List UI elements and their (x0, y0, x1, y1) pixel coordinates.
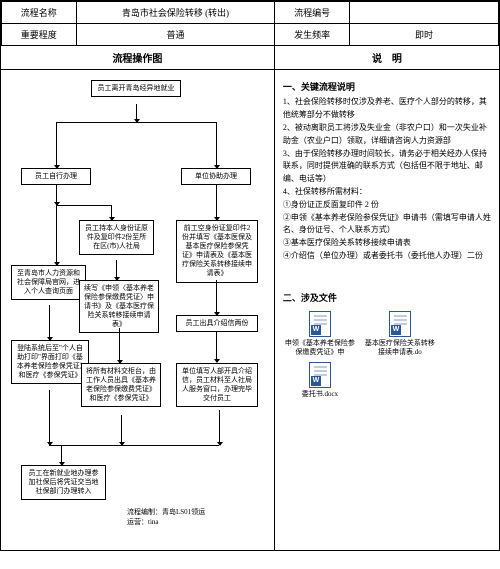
hdr-cell: 即时 (349, 24, 498, 46)
desc-h1: 一、关键流程说明 (283, 80, 491, 94)
arrow (219, 410, 220, 445)
page: 流程名称 青岛市社会保险转移 (转出) 流程编号 重要程度 普通 发生频率 即时… (0, 0, 500, 551)
desc-p: ④介绍信（单位办理）或者委托书（委托他人办理）二份 (283, 250, 491, 263)
word-icon (389, 311, 411, 337)
node-l5: 将所有材料交柜台，由工作人员出具《基本养老保险参保缴费凭证》和医疗《参保凭证》 (81, 363, 161, 407)
hdr-cell: 流程名称 (2, 2, 77, 24)
node-r3: 单位填写人部开具介绍信，员工材料至人社局人服务窗口，办理完毕交付员工 (176, 363, 258, 407)
hdr-cell: 重要程度 (2, 24, 77, 46)
flowchart: 员工离开青岛经异地就业 员工自行办理 单位协助办理 员工持本人身份证原件及复印件… (1, 70, 274, 550)
node-branch-l: 员工自行办理 (21, 168, 91, 185)
desc-p: 4、社保转移所需材料： (283, 186, 491, 199)
arrow (49, 390, 50, 445)
arrow (216, 122, 217, 168)
desc-p: 1、社会保险转移时仅涉及养老、医疗个人部分的转移，其他统筹部分不做转移 (283, 96, 491, 122)
desc-p: ③基本医疗保险关系转移接续申请表 (283, 237, 491, 250)
conn (56, 122, 216, 123)
desc-p: ①身份证正反面复印件 2 份 (283, 199, 491, 212)
desc-h2: 二、涉及文件 (283, 291, 491, 305)
node-l2: 至青岛市人力资源和社会保障局官网，进入个人查询页面 (11, 265, 86, 300)
hdr-cell: 发生频率 (275, 24, 350, 46)
hdr-cell (349, 2, 498, 24)
arrow (216, 280, 217, 315)
arrow (119, 328, 120, 363)
flow-footer: 流程编制：青岛LS01领运 运营：tina (121, 505, 211, 529)
left-col: 流程操作图 员工离开青岛经异地就业 员工自行办理 单位协助办理 员工持本人身份证… (1, 46, 275, 550)
main: 流程操作图 员工离开青岛经异地就业 员工自行办理 单位协助办理 员工持本人身份证… (1, 46, 499, 550)
right-col: 说 明 一、关键流程说明 1、社会保险转移时仅涉及养老、医疗个人部分的转移，其他… (275, 46, 499, 550)
description: 一、关键流程说明 1、社会保险转移时仅涉及养老、医疗个人部分的转移，其他统筹部分… (275, 70, 499, 408)
arrow (136, 104, 137, 122)
arrow (111, 205, 112, 220)
word-icon (309, 311, 331, 337)
node-l1: 员工持本人身份证原件及复印件2份至所在区(市)人社局 (79, 220, 154, 255)
arrow (56, 185, 57, 205)
arrow (61, 445, 62, 465)
node-r1: 前工空身份证复印件2份并填写《基本医保及基本医疗保险参保凭证》申请表及《基本医疗… (176, 220, 258, 283)
node-start: 员工离开青岛经异地就业 (91, 80, 181, 97)
file-item[interactable]: 委托书.docx (285, 362, 355, 398)
node-l4: 登陆系统后至"个人自助打印"界面打印《基本养老保险参保凭证》和医疗《参保凭证》 (11, 340, 89, 384)
desc-title: 说 明 (275, 46, 499, 70)
arrow (216, 185, 217, 220)
desc-p: 3、由于保险转移办理时间较长，请务必于相关经办人保持联系，同时提供准确的联系方式… (283, 148, 491, 186)
desc-p: ②申领《基本养老保险参保凭证》申请书（需填写申请人姓名、身份证号、个人联系方式） (283, 212, 491, 238)
arrow (56, 205, 57, 265)
word-icon (309, 362, 331, 388)
arrow (216, 332, 217, 362)
header-table: 流程名称 青岛市社会保险转移 (转出) 流程编号 重要程度 普通 发生频率 即时 (1, 1, 499, 46)
node-l3: 续写《申领〈基本养老保险参保缴费凭证〉申请书》及《基本医疗保险关系转移接续申请表… (79, 280, 159, 333)
arrow (49, 305, 50, 340)
hdr-cell: 流程编号 (275, 2, 350, 24)
file-label: 委托书.docx (302, 390, 338, 398)
flow-title: 流程操作图 (1, 46, 274, 70)
arrow (121, 415, 122, 445)
node-r2: 员工出具介绍信两份 (176, 315, 258, 332)
conn (56, 205, 111, 206)
file-label: 申领《基本养老保险参保缴费凭证》申 (285, 339, 355, 356)
file-item[interactable]: 基本医疗保险关系转移接续申请表.do (365, 311, 435, 356)
hdr-cell: 普通 (76, 24, 275, 46)
file-label: 基本医疗保险关系转移接续申请表.do (365, 339, 435, 356)
hdr-cell: 青岛市社会保险转移 (转出) (76, 2, 275, 24)
desc-p: 2、被动离职员工将涉及失业金（非农户口）和一次失业补助金（农业户口）领取，详细请… (283, 122, 491, 148)
node-branch-r: 单位协助办理 (181, 168, 251, 185)
node-end: 员工在新就业地办理参加社保后将凭证交当地社保部门办理转入 (21, 465, 106, 500)
arrow (116, 260, 117, 280)
file-list: 申领《基本养老保险参保缴费凭证》申 基本医疗保险关系转移接续申请表.do 委托书… (283, 307, 491, 402)
file-item[interactable]: 申领《基本养老保险参保缴费凭证》申 (285, 311, 355, 356)
arrow (56, 122, 57, 168)
conn (49, 445, 219, 446)
